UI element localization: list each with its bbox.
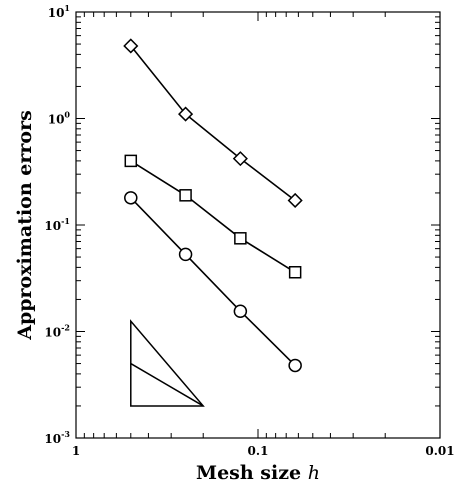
data-point-square [234,232,247,245]
y-axis-title: Approximation errors [14,110,36,341]
data-point-diamond [287,192,303,209]
data-point-square [288,266,302,279]
x-tick-label: 0.1 [248,444,269,458]
x-axis-ticks: 1 0.1 0.01 [72,12,455,458]
slope-triangle-inner-line [130,362,204,407]
series-layer [123,38,303,373]
data-point-diamond [232,151,248,167]
x-tick-label: 1 [72,444,80,458]
data-point-diamond [123,38,139,54]
data-point-circle [288,358,302,373]
data-point-diamond [178,106,194,122]
data-point-square [179,189,192,202]
y-axis-ticks: 10-3 10-2 10-1 100 101 [44,3,440,446]
data-point-circle [233,304,248,318]
series-line-square [130,160,296,273]
x-axis-title: Mesh size h [196,462,320,484]
data-point-circle [178,247,193,262]
x-axis-title-text: Mesh size [196,462,301,484]
slope-triangle-outline [130,319,205,407]
slope-triangle [130,319,205,407]
y-tick-label: 10-2 [44,323,70,340]
data-point-circle [124,191,138,205]
data-point-square [124,154,138,168]
series-line-diamond [130,45,296,202]
y-tick-label: 10-3 [44,429,70,446]
y-tick-label: 101 [48,3,70,20]
series-line-circle [130,197,296,366]
y-tick-label: 100 [48,110,71,127]
x-axis-title-symbol: h [308,462,320,484]
y-tick-label: 10-1 [44,216,70,233]
x-tick-label: 0.01 [425,444,454,458]
